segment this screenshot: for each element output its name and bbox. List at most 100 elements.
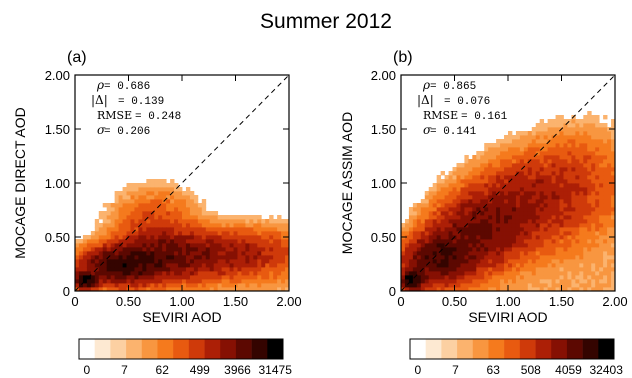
heatmap-cell [492,287,497,291]
heatmap-cell [130,235,135,240]
heatmap-cell [519,279,525,284]
heatmap-cell [547,287,552,291]
heatmap-cell [440,235,445,240]
heatmap-cell [595,287,600,291]
heatmap-cell [511,175,517,180]
heatmap-cell [428,227,434,232]
heatmap-cell [579,131,584,136]
heatmap-cell [531,143,537,148]
heatmap-cell [591,183,596,188]
heatmap-cell [515,271,521,276]
heatmap-cell [547,195,552,200]
heatmap-cell [86,235,92,240]
heatmap-cell [492,231,497,236]
heatmap-cell [511,203,517,208]
heatmap-cell [559,131,564,136]
heatmap-cell [182,263,187,268]
heatmap-cell [110,279,116,284]
heatmap-cell [603,139,608,144]
heatmap-cell [468,199,473,204]
heatmap-cell [460,239,465,244]
heatmap-cell [527,195,533,200]
heatmap-cell [257,259,262,264]
heatmap-cell [535,135,541,140]
heatmap-cell [476,283,481,288]
heatmap-cell [142,211,147,216]
colorbar-label: 0 [83,363,90,377]
heatmap-cell [595,223,600,228]
heatmap-cell [102,219,108,224]
heatmap-cell [162,231,167,236]
heatmap-cell [257,223,262,228]
heatmap-cell [575,171,580,176]
heatmap-cell [233,231,238,236]
heatmap-cell [253,275,258,280]
heatmap-cell [424,227,430,232]
heatmap-cell [253,243,258,248]
heatmap-cell [480,183,485,188]
heatmap-cell [571,123,576,128]
heatmap-cell [543,255,549,260]
heatmap-cell [555,267,560,272]
heatmap-cell [547,263,552,268]
heatmap-cell [539,119,545,124]
delta-value-a: = 0.139 [118,96,164,108]
heatmap-cell [511,151,517,156]
heatmap-cell [162,279,167,284]
heatmap-cell [480,231,485,236]
heatmap-cell [559,215,564,220]
heatmap-cell [241,247,246,252]
heatmap-cell [539,259,545,264]
heatmap-cell [182,215,187,220]
heatmap-cell [583,287,588,291]
heatmap-cell [428,263,434,268]
heatmap-cell [555,259,560,264]
heatmap-cell [424,259,430,264]
one-to-one-line-a [74,74,290,292]
heatmap-cell [420,275,426,280]
heatmap-cell [468,159,473,164]
heatmap-cell [456,267,461,272]
heatmap-cell [500,175,505,180]
heatmap-cell [75,283,80,288]
heatmap-cell [603,239,608,244]
heatmap-cell [523,263,529,268]
heatmap-cell [110,211,116,216]
heatmap-cell [456,227,461,232]
heatmap-cell [599,259,604,264]
heatmap-cell [523,255,529,260]
heatmap-cell [456,183,461,188]
heatmap-cell [551,275,556,280]
heatmap-cell [182,223,187,228]
heatmap-cell [551,279,556,284]
heatmap-cell [523,135,529,140]
heatmap-cell [452,215,457,220]
heatmap-cell [527,147,533,152]
heatmap-cell [178,275,183,280]
heatmap-cell [603,255,608,260]
heatmap-cell [448,171,453,176]
heatmap-cell [424,255,430,260]
heatmap-cell [102,287,108,291]
heatmap-cell [504,159,509,164]
heatmap-cell [110,283,116,288]
heatmap-cell [603,147,608,152]
heatmap-cell [500,267,505,272]
heatmap-cell [563,143,568,148]
heatmap-cell [531,203,537,208]
heatmap-cell [428,207,434,212]
heatmap-cell [500,223,505,228]
heatmap-cell [424,199,430,204]
heatmap-cell [539,155,545,160]
heatmap-cell [444,287,449,291]
heatmap-cell [138,283,143,288]
heatmap-cell [193,207,199,212]
heatmap-cell [496,235,501,240]
heatmap-cell [185,275,191,280]
heatmap-cell [583,255,588,260]
heatmap-cell [508,227,513,232]
heatmap-cell [472,171,477,176]
heatmap-cell [154,191,159,196]
heatmap-cell [452,259,457,264]
heatmap-cell [515,279,521,284]
